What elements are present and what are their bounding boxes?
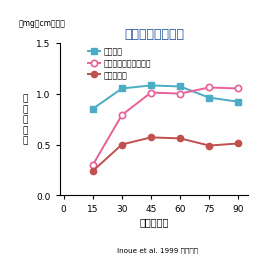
一般高齢者 — [149, 136, 153, 139]
若年成人 — [149, 85, 153, 88]
Line: 若年成人: 若年成人 — [90, 83, 241, 113]
Legend: 若年成人, 運動をしている高齢者, 一般高齢者: 若年成人, 運動をしている高齢者, 一般高齢者 — [88, 47, 151, 80]
一般高齢者 — [120, 144, 124, 147]
運動をしている高齢者 — [91, 164, 94, 167]
運動をしている高齢者 — [237, 88, 240, 91]
若年成人 — [237, 101, 240, 104]
若年成人 — [208, 97, 211, 100]
Text: Inoue et al. 1999 より改変: Inoue et al. 1999 より改変 — [117, 246, 198, 253]
若年成人 — [179, 86, 182, 89]
一般高齢者 — [179, 137, 182, 140]
運動をしている高齢者 — [208, 87, 211, 90]
若年成人 — [91, 108, 94, 111]
一般高齢者 — [237, 142, 240, 146]
一般高齢者 — [208, 145, 211, 148]
X-axis label: 時間（分）: 時間（分） — [139, 216, 169, 226]
一般高齢者 — [91, 170, 94, 173]
運動をしている高齢者 — [120, 114, 124, 117]
Text: （mg／cm／分）: （mg／cm／分） — [18, 19, 65, 28]
運動をしている高齢者 — [179, 93, 182, 96]
運動をしている高齢者 — [149, 92, 153, 95]
Line: 運動をしている高齢者: 運動をしている高齢者 — [90, 85, 241, 168]
Y-axis label: 背
部
発
汗
量: 背 部 発 汗 量 — [23, 94, 28, 145]
Title: 高齢者の発汗反応: 高齢者の発汗反応 — [124, 28, 184, 41]
Line: 一般高齢者: 一般高齢者 — [90, 135, 241, 174]
若年成人 — [120, 88, 124, 91]
